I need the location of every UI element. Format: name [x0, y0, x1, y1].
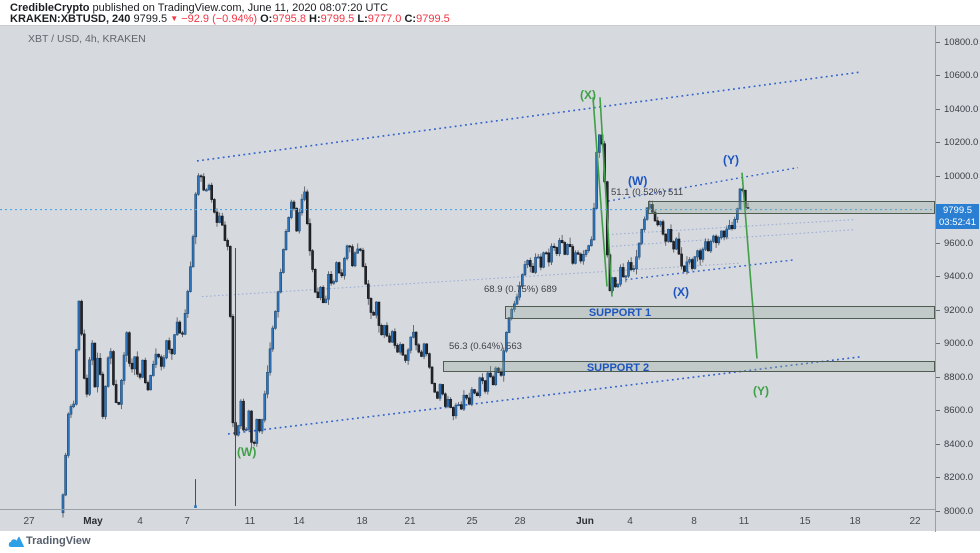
time-tick-day: 28	[514, 516, 526, 527]
time-tick-day: 15	[799, 516, 811, 527]
footer: TradingView	[0, 531, 980, 553]
open-label: O:	[260, 13, 273, 25]
snapshot-header: CredibleCrypto published on TradingView.…	[0, 0, 980, 25]
support-1-zone[interactable]	[505, 305, 935, 320]
price-range-measurement[interactable]: 56.3 (0.64%) 563	[449, 341, 522, 352]
price-tick-label: 10000.0	[944, 170, 979, 182]
published-text: published on TradingView.com, June 11, 2…	[89, 2, 389, 14]
time-tick-day: 11	[244, 516, 256, 527]
open-value: 9795.8	[272, 13, 306, 25]
candlestick-canvas[interactable]	[0, 26, 935, 532]
price-tick-dash	[936, 242, 940, 244]
price-tick-dash	[936, 309, 940, 311]
chart-area[interactable]: XBT / USD, 4h, KRAKEN SUPPORT 1 SUPPORT 2…	[0, 25, 980, 532]
time-tick-day: 18	[356, 516, 368, 527]
high-label: H:	[309, 13, 321, 25]
price-tick-dash	[936, 175, 940, 177]
published-line: CredibleCrypto published on TradingView.…	[10, 2, 388, 14]
price-tick-label: 10800.0	[944, 36, 979, 48]
price-tick-label: 10400.0	[944, 103, 979, 115]
bar-countdown: 03:52:41	[936, 215, 979, 229]
time-axis[interactable]: 27 May 4 7 11 14 18 21 25 28 Jun 4 8 11 15 18 22	[0, 510, 935, 532]
wave-label-y-blue[interactable]: (Y)	[723, 153, 739, 167]
price-tick-label: 8400.0	[944, 438, 974, 450]
price-tick-dash	[936, 75, 940, 76]
support-2-zone-label: SUPPORT 2	[586, 362, 650, 375]
wave-label-x-green[interactable]: (X)	[580, 88, 596, 102]
last-price: 9799.5	[133, 13, 168, 25]
price-tick-dash	[936, 477, 940, 478]
price-tick-dash	[936, 142, 940, 143]
wave-label-y-green[interactable]: (Y)	[753, 384, 769, 398]
price-tick-dash	[936, 108, 940, 110]
time-axis-separator	[0, 509, 936, 510]
price-tick-dash	[936, 443, 940, 445]
time-tick-day: 27	[23, 516, 35, 527]
price-tick-label: 8600.0	[944, 405, 974, 416]
price-tick-label: 9600.0	[944, 237, 974, 249]
price-tick-dash	[936, 510, 940, 512]
support-1-zone-label: SUPPORT 1	[588, 306, 652, 319]
price-tick-label: 8200.0	[944, 472, 974, 483]
resistance-zone[interactable]	[648, 201, 935, 214]
wave-label-w-green[interactable]: (W)	[237, 445, 257, 459]
time-tick-day: 11	[738, 516, 750, 527]
time-tick-day: 4	[137, 516, 143, 527]
time-tick-month: Jun	[576, 516, 594, 527]
time-tick-day: 22	[909, 516, 921, 527]
time-tick-day: 18	[849, 516, 861, 527]
price-tick-label: 10600.0	[944, 70, 979, 81]
time-tick-day: 14	[293, 516, 305, 527]
close-value: 9799.5	[416, 13, 450, 25]
support-2-zone[interactable]	[443, 361, 935, 372]
price-tick-dash	[936, 41, 940, 43]
price-tick-dash	[936, 410, 940, 411]
chart-legend[interactable]: XBT / USD, 4h, KRAKEN	[28, 33, 146, 45]
low-value: 9777.0	[367, 13, 402, 25]
price-tick-label: 8000.0	[944, 505, 974, 517]
price-tick-dash	[936, 376, 940, 378]
current-price-label: 9799.5	[936, 203, 979, 217]
wave-label-w-blue[interactable]: (W)	[628, 174, 648, 188]
price-tick-label: 9000.0	[944, 338, 974, 349]
price-tick-dash	[936, 276, 940, 277]
time-tick-day: 8	[691, 516, 697, 527]
price-tick-label: 8800.0	[944, 371, 974, 383]
time-tick-day: 25	[466, 516, 478, 527]
close-label: C:	[404, 13, 417, 25]
time-tick-day: 21	[404, 516, 416, 527]
time-tick-day: 4	[627, 516, 633, 527]
author-name: CredibleCrypto	[10, 2, 90, 14]
wave-label-x-blue[interactable]: (X)	[673, 285, 689, 299]
price-tick-dash	[936, 343, 940, 344]
tradingview-logo[interactable]	[8, 536, 25, 548]
price-range-measurement[interactable]: 51.1 (0.52%) 511	[611, 187, 684, 198]
tradingview-brand[interactable]: TradingView	[26, 535, 91, 547]
price-axis-separator	[935, 26, 936, 532]
price-axis[interactable]: 10800.010600.010400.010200.010000.09800.…	[936, 26, 980, 532]
time-tick-month: May	[83, 516, 103, 527]
price-change: −92.9 (−0.94%)	[181, 13, 258, 25]
symbol-line: KRAKEN:XBTUSD, 240 9799.5 ▼ −92.9 (−0.94…	[10, 13, 450, 25]
time-tick-day: 7	[184, 516, 190, 527]
price-tick-label: 9400.0	[944, 271, 974, 282]
down-arrow-icon: ▼	[170, 14, 179, 23]
price-range-measurement[interactable]: 68.9 (0.75%) 689	[484, 284, 557, 295]
price-tick-label: 10200.0	[944, 137, 979, 148]
high-value: 9799.5	[320, 13, 355, 25]
low-label: L:	[357, 13, 368, 25]
symbol-name: KRAKEN:XBTUSD, 240	[10, 13, 131, 25]
price-tick-label: 9200.0	[944, 304, 974, 316]
